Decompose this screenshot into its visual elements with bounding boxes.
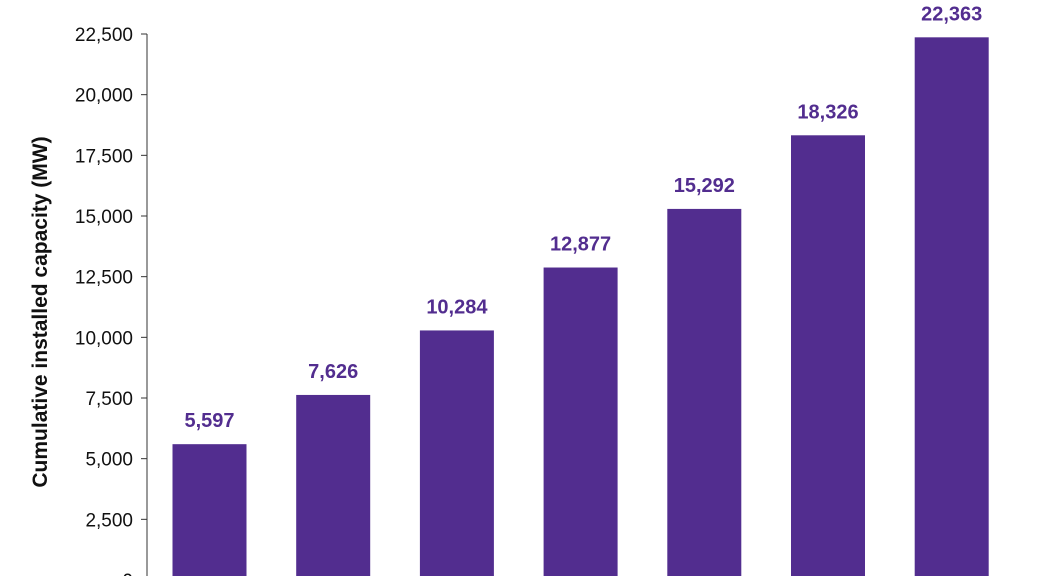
y-tick-label: 17,500	[75, 146, 133, 167]
y-tick-label: 2,500	[85, 510, 133, 531]
bar-value-label: 5,597	[184, 410, 234, 432]
bar	[667, 208, 742, 576]
y-tick-label: 5,000	[85, 450, 133, 471]
bars-group	[172, 37, 989, 576]
bar-value-label: 15,292	[674, 175, 735, 197]
y-tick-label: 15,000	[75, 207, 133, 228]
bar	[419, 330, 494, 576]
bar-value-label: 22,363	[921, 3, 982, 25]
y-tick-label: 7,500	[85, 389, 133, 410]
bar	[914, 37, 989, 576]
y-tick-label: 10,000	[75, 328, 133, 349]
data-labels-group: 5,597 7,626 10,284 12,877 15,292 18,326 22,363	[184, 3, 982, 432]
bar-value-label: 18,326	[797, 101, 858, 123]
y-tick-label: 22,500	[75, 25, 133, 46]
bar	[543, 267, 618, 576]
y-tick-label: 12,500	[75, 268, 133, 289]
bar	[791, 135, 865, 576]
bar	[172, 444, 247, 576]
y-tick-label: 20,000	[75, 86, 133, 107]
y-axis-title: Cumulative installed capacity (MW)	[29, 136, 52, 487]
y-tick-label: 0	[122, 571, 133, 576]
y-axis-ticks: 0 2,500 5,000 7,500 10,000 12,500 15,000 17,500…	[75, 25, 147, 576]
bar-value-label: 7,626	[308, 361, 358, 383]
bar	[296, 394, 371, 576]
bar-value-label: 10,284	[426, 296, 488, 318]
bar-value-label: 12,877	[550, 234, 611, 256]
